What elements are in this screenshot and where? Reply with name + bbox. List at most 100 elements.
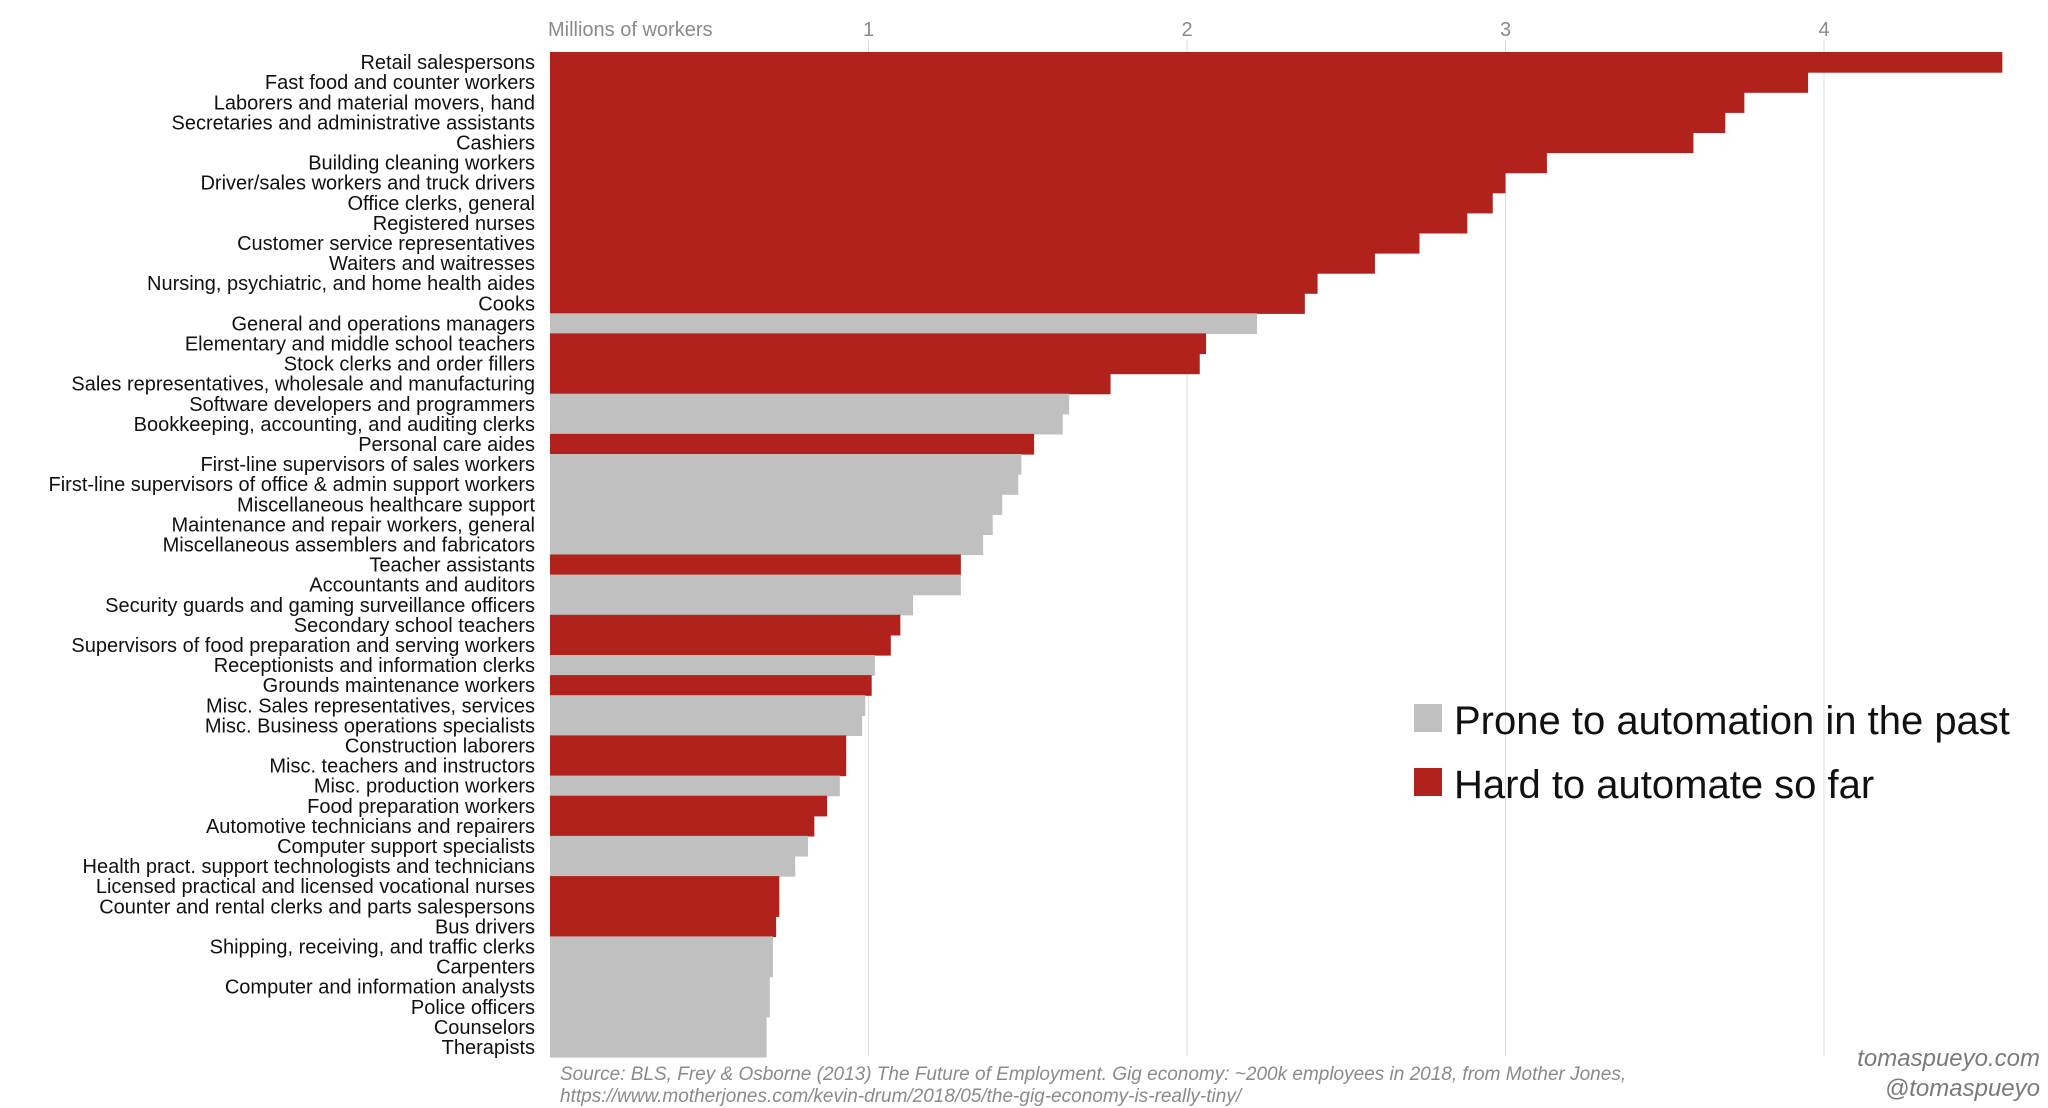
category-label: Maintenance and repair workers, general bbox=[171, 514, 535, 536]
bar bbox=[550, 152, 1547, 174]
bar bbox=[550, 775, 840, 797]
category-label: Computer support specialists bbox=[277, 836, 535, 858]
category-label: Driver/sales workers and truck drivers bbox=[200, 173, 535, 195]
bar bbox=[550, 554, 961, 576]
category-label: Misc. production workers bbox=[314, 776, 535, 798]
category-label: Counter and rental clerks and parts sale… bbox=[99, 896, 535, 918]
category-label: Food preparation workers bbox=[307, 796, 535, 818]
category-label: Waiters and waitresses bbox=[329, 253, 535, 275]
bar bbox=[550, 132, 1694, 154]
category-label: Miscellaneous assemblers and fabricators bbox=[163, 534, 535, 556]
x-tick-label: 4 bbox=[1818, 19, 1829, 41]
category-label: Grounds maintenance workers bbox=[263, 675, 535, 697]
bar bbox=[550, 273, 1318, 294]
bar bbox=[550, 815, 815, 837]
legend-swatch-prone bbox=[1414, 704, 1442, 732]
bar bbox=[550, 835, 808, 857]
bar bbox=[550, 856, 796, 877]
bar bbox=[550, 896, 780, 917]
category-label: Software developers and programmers bbox=[189, 394, 535, 416]
category-label: Personal care aides bbox=[358, 434, 535, 456]
category-label: Office clerks, general bbox=[348, 193, 536, 215]
bar bbox=[550, 715, 863, 736]
category-label: Computer and information analysts bbox=[225, 977, 535, 999]
x-axis-title: Millions of workers bbox=[548, 19, 712, 41]
x-tick-label: 2 bbox=[1181, 19, 1192, 41]
bar bbox=[550, 594, 914, 616]
bar bbox=[550, 373, 1111, 395]
x-tick-label: 1 bbox=[863, 19, 874, 41]
bar bbox=[550, 1036, 767, 1058]
bar bbox=[550, 393, 1070, 415]
category-label: Automotive technicians and repairers bbox=[206, 816, 535, 838]
bar bbox=[550, 72, 1809, 93]
bar bbox=[550, 333, 1207, 355]
category-label: Customer service representatives bbox=[237, 233, 535, 255]
category-label: First-line supervisors of office & admin… bbox=[49, 474, 535, 496]
category-label: Misc. Sales representatives, services bbox=[206, 695, 535, 717]
bar bbox=[550, 996, 770, 1018]
bar bbox=[550, 655, 875, 676]
category-label: Therapists bbox=[442, 1037, 535, 1059]
bar bbox=[550, 353, 1200, 375]
legend-swatch-hard bbox=[1414, 768, 1442, 796]
legend-label-hard: Hard to automate so far bbox=[1454, 763, 1874, 807]
bar bbox=[550, 534, 984, 556]
category-label: Cashiers bbox=[456, 132, 535, 154]
author-credit: tomaspueyo.com @tomaspueyo bbox=[1857, 1044, 2040, 1104]
bar bbox=[550, 454, 1022, 475]
bar bbox=[550, 634, 891, 656]
category-label: Construction laborers bbox=[345, 735, 535, 757]
category-label: Building cleaning workers bbox=[308, 153, 535, 175]
category-label: Laborers and material movers, hand bbox=[214, 92, 535, 114]
category-label: Miscellaneous healthcare support bbox=[237, 494, 535, 516]
bar bbox=[550, 1016, 767, 1038]
bar bbox=[550, 514, 993, 535]
bar bbox=[550, 253, 1375, 274]
category-label: General and operations managers bbox=[231, 313, 535, 335]
bar bbox=[550, 876, 780, 897]
bar bbox=[550, 192, 1493, 214]
category-label: Carpenters bbox=[436, 957, 535, 979]
bar bbox=[550, 413, 1063, 435]
bar bbox=[550, 795, 828, 817]
bar bbox=[550, 936, 773, 958]
category-label: Retail salespersons bbox=[360, 52, 535, 74]
bar bbox=[550, 614, 901, 636]
bar bbox=[550, 232, 1420, 254]
bar bbox=[550, 695, 866, 716]
category-label: Secretaries and administrative assistant… bbox=[172, 112, 536, 134]
source-line-2: https://www.motherjones.com/kevin-drum/2… bbox=[560, 1086, 1242, 1107]
category-label: Receptionists and information clerks bbox=[214, 655, 535, 677]
category-label: Sales representatives, wholesale and man… bbox=[71, 374, 535, 396]
bars bbox=[550, 52, 2003, 1058]
category-label: Shipping, receiving, and traffic clerks bbox=[210, 936, 535, 958]
credit-handle: @tomaspueyo bbox=[1884, 1075, 2040, 1102]
category-label: Counselors bbox=[434, 1017, 535, 1039]
category-label: Secondary school teachers bbox=[294, 615, 535, 637]
bar bbox=[550, 52, 2003, 73]
category-label: Police officers bbox=[411, 997, 535, 1019]
category-label: Supervisors of food preparation and serv… bbox=[71, 635, 535, 657]
bar bbox=[550, 675, 872, 696]
legend: Prone to automation in the past Hard to … bbox=[1414, 699, 2010, 807]
x-tick-label: 3 bbox=[1500, 19, 1511, 41]
category-label: Misc. Business operations specialists bbox=[205, 715, 535, 737]
category-label: Nursing, psychiatric, and home health ai… bbox=[147, 273, 535, 295]
credit-site: tomaspueyo.com bbox=[1857, 1045, 2040, 1072]
bar bbox=[550, 433, 1035, 455]
x-axis: Millions of workers 1 2 3 4 bbox=[548, 19, 1830, 41]
category-label: First-line supervisors of sales workers bbox=[200, 454, 535, 476]
category-label: Teacher assistants bbox=[369, 555, 535, 577]
category-label: Cooks bbox=[478, 293, 535, 315]
bar bbox=[550, 92, 1745, 113]
bar bbox=[550, 976, 770, 998]
bar bbox=[550, 112, 1726, 133]
source-line-1: Source: BLS, Frey & Osborne (2013) The F… bbox=[560, 1064, 1627, 1085]
bar bbox=[550, 313, 1258, 334]
category-label: Health pract. support technologists and … bbox=[83, 856, 536, 878]
category-label: Fast food and counter workers bbox=[265, 72, 535, 94]
category-label: Misc. teachers and instructors bbox=[269, 756, 535, 778]
